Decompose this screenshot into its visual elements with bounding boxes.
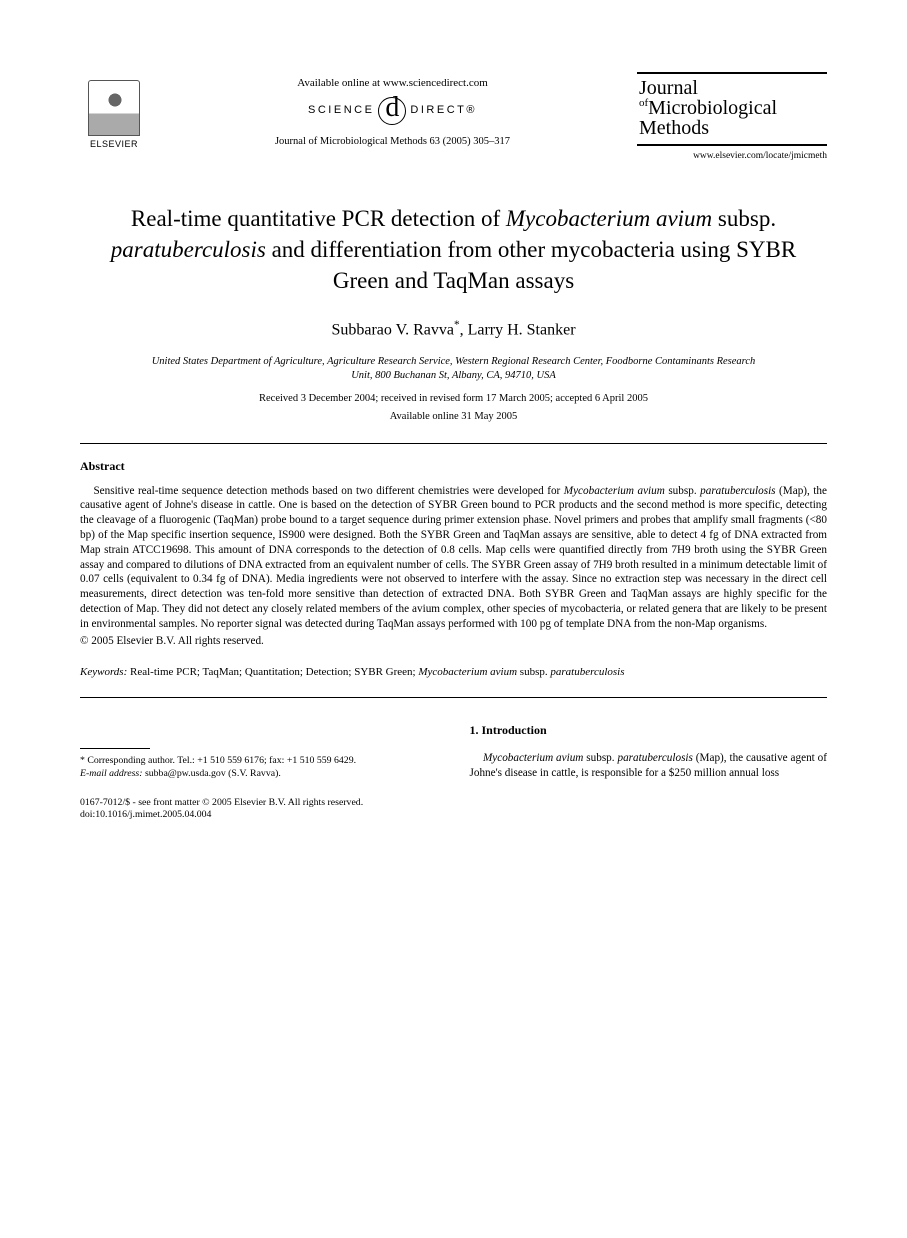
sd-at-icon: d (378, 97, 406, 125)
online-date: Available online 31 May 2005 (80, 410, 827, 424)
email-value: subba@pw.usda.gov (S.V. Ravva). (143, 768, 281, 779)
author-1: Subbarao V. Ravva (331, 321, 454, 338)
elsevier-logo: ELSEVIER (80, 72, 148, 150)
abstract-copyright: © 2005 Elsevier B.V. All rights reserved… (80, 634, 827, 649)
elsevier-tree-icon (88, 80, 140, 136)
divider-top (80, 443, 827, 444)
journal-line3: Methods (639, 118, 827, 138)
keywords-label: Keywords: (80, 666, 127, 678)
keywords-line: Keywords: Real-time PCR; TaqMan; Quantit… (80, 665, 827, 680)
article-title: Real-time quantitative PCR detection of … (100, 203, 807, 296)
affiliation: United States Department of Agriculture,… (140, 355, 767, 382)
corresponding-footnote: * Corresponding author. Tel.: +1 510 559… (80, 755, 438, 768)
sd-left: SCIENCE (308, 103, 374, 118)
authors-line: Subbarao V. Ravva*, Larry H. Stanker (80, 318, 827, 341)
journal-line2: ofMicrobiological (639, 98, 827, 118)
email-label: E-mail address: (80, 768, 143, 779)
left-column: * Corresponding author. Tel.: +1 510 559… (80, 722, 438, 780)
sd-right: DIRECT® (410, 103, 477, 118)
center-header: Available online at www.sciencedirect.co… (148, 72, 637, 149)
journal-of: of (639, 97, 648, 109)
abstract-body: Sensitive real-time sequence detection m… (80, 484, 827, 632)
divider-bottom (80, 697, 827, 698)
citation-line: Journal of Microbiological Methods 63 (2… (162, 135, 623, 149)
received-dates: Received 3 December 2004; received in re… (80, 392, 827, 406)
two-column-region: * Corresponding author. Tel.: +1 510 559… (80, 722, 827, 780)
journal-line1: Journal (639, 78, 827, 98)
intro-paragraph: Mycobacterium avium subsp. paratuberculo… (470, 751, 828, 781)
doi-line: doi:10.1016/j.mimet.2005.04.004 (80, 809, 827, 822)
doi-block: 0167-7012/$ - see front matter © 2005 El… (80, 797, 827, 822)
journal-url: www.elsevier.com/locate/jmicmeth (637, 150, 827, 163)
front-matter-line: 0167-7012/$ - see front matter © 2005 El… (80, 797, 827, 810)
right-column: 1. Introduction Mycobacterium avium subs… (470, 722, 828, 780)
available-online-text: Available online at www.sciencedirect.co… (162, 76, 623, 91)
abstract-heading: Abstract (80, 458, 827, 474)
intro-heading: 1. Introduction (470, 722, 828, 738)
page-header: ELSEVIER Available online at www.science… (80, 72, 827, 163)
elsevier-text: ELSEVIER (90, 138, 138, 150)
email-footnote: E-mail address: subba@pw.usda.gov (S.V. … (80, 768, 438, 781)
journal-title-box: Journal ofMicrobiological Methods www.el… (637, 72, 827, 163)
sciencedirect-logo: SCIENCE d DIRECT® (308, 97, 477, 125)
author-2: Larry H. Stanker (468, 321, 576, 338)
footnote-separator (80, 748, 150, 749)
